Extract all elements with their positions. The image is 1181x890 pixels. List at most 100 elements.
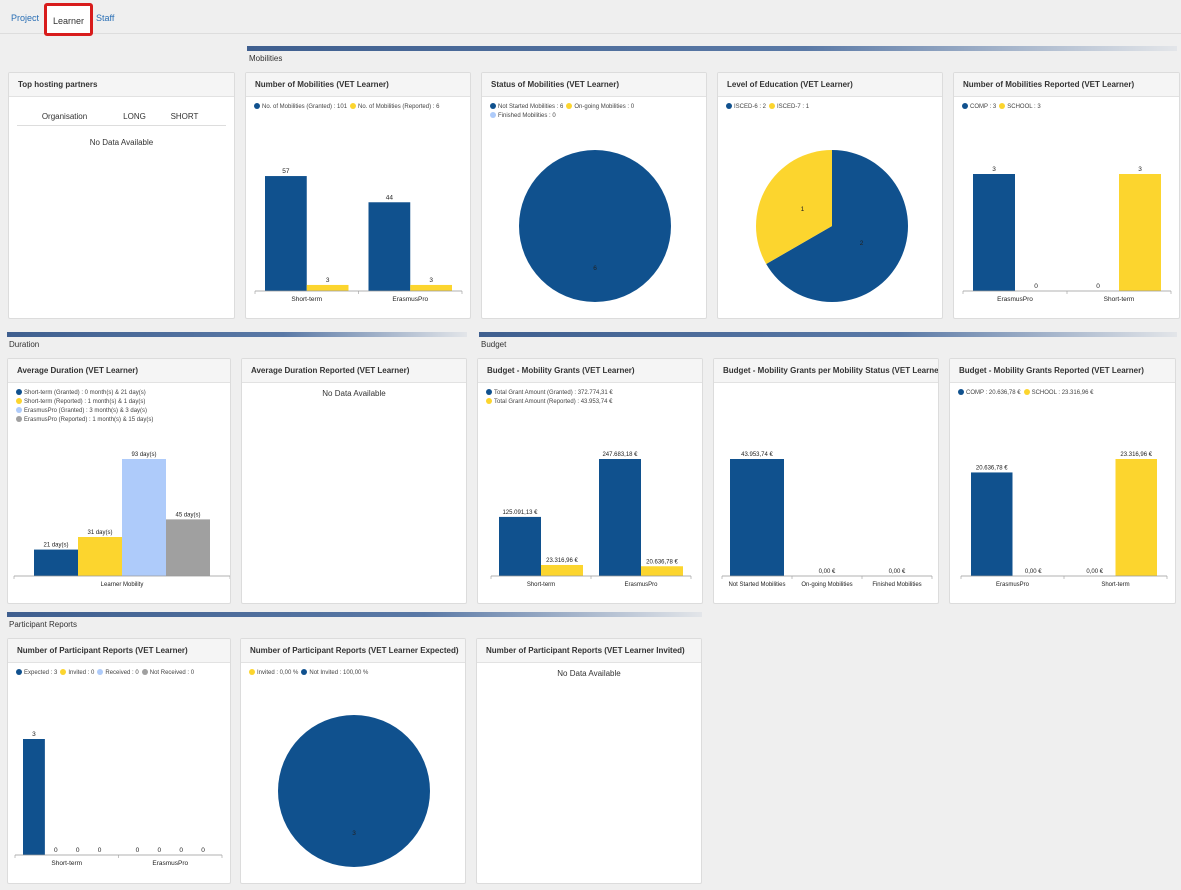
legend-item[interactable]: Short-term (Granted) : 0 month(s) & 21 d…	[16, 389, 221, 398]
chart-bar[interactable]	[34, 549, 78, 576]
legend-item[interactable]: ErasmusPro (Reported) : 1 month(s) & 15 …	[16, 416, 221, 425]
legend-item[interactable]: Invited : 0,00 %	[249, 669, 298, 678]
chart-bar[interactable]	[541, 564, 583, 576]
data-label: 0,00 €	[889, 569, 906, 575]
chart-legend: No. of Mobilities (Granted) : 101 No. of …	[254, 103, 464, 112]
legend-item[interactable]: Not Started Mobilities : 6	[490, 103, 563, 112]
column-header-organisation[interactable]: Organisation	[41, 112, 88, 121]
data-label: 44	[386, 194, 394, 201]
legend-label: Short-term (Reported) : 1 month(s) & 1 d…	[24, 399, 146, 405]
pie-slice[interactable]	[756, 150, 832, 264]
chart-bar[interactable]	[78, 537, 122, 576]
legend-label: Not Invited : 100,00 %	[309, 670, 369, 676]
legend-label: On-going Mobilities : 0	[574, 104, 635, 110]
chart-bar[interactable]	[973, 174, 1015, 291]
data-label: 93 day(s)	[131, 452, 156, 458]
legend-label: Received : 0	[105, 670, 139, 676]
data-label: 0	[54, 847, 58, 854]
card-status-mobilities: Status of Mobilities (VET Learner) Not S…	[481, 72, 707, 319]
tab-staff[interactable]: Staff	[96, 13, 115, 23]
legend-swatch	[16, 407, 22, 413]
card-level-education: Level of Education (VET Learner) ISCED-6…	[717, 72, 943, 319]
chart-bar[interactable]	[1115, 459, 1158, 576]
section-divider-participant-reports	[7, 612, 702, 617]
legend-item[interactable]: Received : 0	[97, 669, 139, 678]
data-label: 125.091,13 €	[502, 510, 538, 516]
data-label: 0	[201, 847, 205, 854]
chart-bar[interactable]	[410, 284, 452, 291]
legend-item[interactable]: COMP : 20.636,78 €	[958, 389, 1021, 398]
legend-swatch	[60, 669, 67, 675]
status-mobilities-chart: 6	[519, 150, 671, 302]
legend-label: Not Received : 0	[149, 670, 195, 676]
pie-slice[interactable]	[278, 715, 430, 867]
column-header-long[interactable]: LONG	[123, 112, 146, 121]
legend-swatch	[97, 669, 104, 675]
chart-bar[interactable]	[368, 202, 411, 291]
legend-item[interactable]: Expected : 3	[16, 669, 57, 678]
legend-item[interactable]: SCHOOL : 3	[999, 103, 1041, 112]
legend-swatch	[254, 103, 260, 109]
legend-item[interactable]: No. of Mobilities (Granted) : 101	[254, 103, 347, 112]
legend-item[interactable]: Not Received : 0	[141, 669, 195, 678]
chart-legend: COMP : 20.636,78 € SCHOOL : 23.316,96 €	[958, 389, 1169, 398]
chart-bar[interactable]	[265, 176, 307, 291]
chart-bar[interactable]	[971, 472, 1013, 576]
chart-bar[interactable]	[499, 516, 541, 576]
legend-item[interactable]: ISCED-7 : 1	[769, 103, 809, 112]
legend-swatch	[962, 103, 968, 109]
section-title-duration: Duration	[9, 340, 40, 349]
data-label: 247.683,18 €	[602, 452, 638, 458]
chart-bar[interactable]	[641, 566, 683, 576]
legend-label: ErasmusPro (Reported) : 1 month(s) & 15 …	[24, 417, 154, 423]
section-title-budget: Budget	[481, 340, 507, 349]
legend-item[interactable]: COMP : 3	[962, 103, 996, 112]
chart-legend: Expected : 3 Invited : 0 Received : 0 Not R…	[16, 669, 224, 678]
legend-item[interactable]: Total Grant Amount (Reported) : 43.953,7…	[486, 398, 693, 407]
x-tick-label: ErasmusPro	[996, 582, 1030, 588]
legend-item[interactable]: ISCED-6 : 2	[726, 103, 766, 112]
x-tick-label: ErasmusPro	[152, 860, 188, 867]
avg-duration-chart: 21 day(s) 31 day(s) 93 day(s) 45 day(s) Lear…	[13, 452, 230, 588]
legend-label: Finished Mobilities : 0	[498, 113, 556, 119]
column-header-short[interactable]: SHORT	[170, 112, 199, 121]
budget-grants-chart: 125.091,13 € 23.316,96 € Short-term 247.683…	[490, 452, 692, 588]
legend-item[interactable]: Finished Mobilities : 0	[490, 112, 556, 121]
x-tick-label: On-going Mobilities	[801, 582, 852, 588]
slice-label: 2	[860, 240, 864, 247]
legend-swatch	[16, 416, 22, 422]
tab-learner[interactable]: Learner	[44, 3, 94, 36]
chart-bar[interactable]	[306, 284, 349, 291]
legend-item[interactable]: Invited : 0	[60, 669, 94, 678]
pie-slice[interactable]	[766, 150, 908, 302]
legend-item[interactable]: SCHOOL : 23.316,96 €	[1023, 389, 1093, 398]
chart-bar[interactable]	[730, 459, 784, 576]
level-education-chart: 21	[756, 150, 908, 302]
chart-bar[interactable]	[599, 459, 641, 576]
card-avg-duration-reported: Average Duration Reported (VET Learner) …	[241, 358, 467, 604]
tab-project[interactable]: Project	[11, 13, 40, 23]
legend-item[interactable]: No. of Mobilities (Reported) : 6	[350, 103, 439, 112]
chart-bar[interactable]	[166, 519, 210, 576]
chart-bar[interactable]	[1119, 174, 1161, 291]
legend-item[interactable]: Total Grant Amount (Granted) : 372.774,3…	[486, 389, 693, 398]
chart-bar[interactable]	[122, 459, 166, 576]
legend-swatch	[999, 103, 1006, 109]
data-label: 0,00 €	[819, 569, 836, 575]
legend-label: SCHOOL : 3	[1007, 104, 1041, 110]
legend-label: Total Grant Amount (Granted) : 372.774,3…	[494, 390, 613, 396]
legend-swatch	[490, 112, 496, 118]
card-title: Budget - Mobility Grants (VET Learner)	[478, 359, 702, 383]
legend-swatch	[486, 398, 492, 404]
legend-swatch	[486, 389, 492, 395]
chart-bar[interactable]	[23, 739, 45, 855]
legend-item[interactable]: Not Invited : 100,00 %	[301, 669, 368, 678]
legend-item[interactable]: ErasmusPro (Granted) : 3 month(s) & 3 da…	[16, 407, 221, 416]
pie-slice[interactable]	[519, 150, 671, 302]
legend-item[interactable]: On-going Mobilities : 0	[566, 103, 634, 112]
chart-legend: Short-term (Granted) : 0 month(s) & 21 d…	[16, 389, 224, 425]
legend-item[interactable]: Short-term (Reported) : 1 month(s) & 1 d…	[16, 398, 221, 407]
slice-label: 3	[352, 830, 356, 837]
x-tick-label: Learner Mobility	[101, 582, 144, 588]
chart-legend: COMP : 3 SCHOOL : 3	[962, 103, 1173, 112]
